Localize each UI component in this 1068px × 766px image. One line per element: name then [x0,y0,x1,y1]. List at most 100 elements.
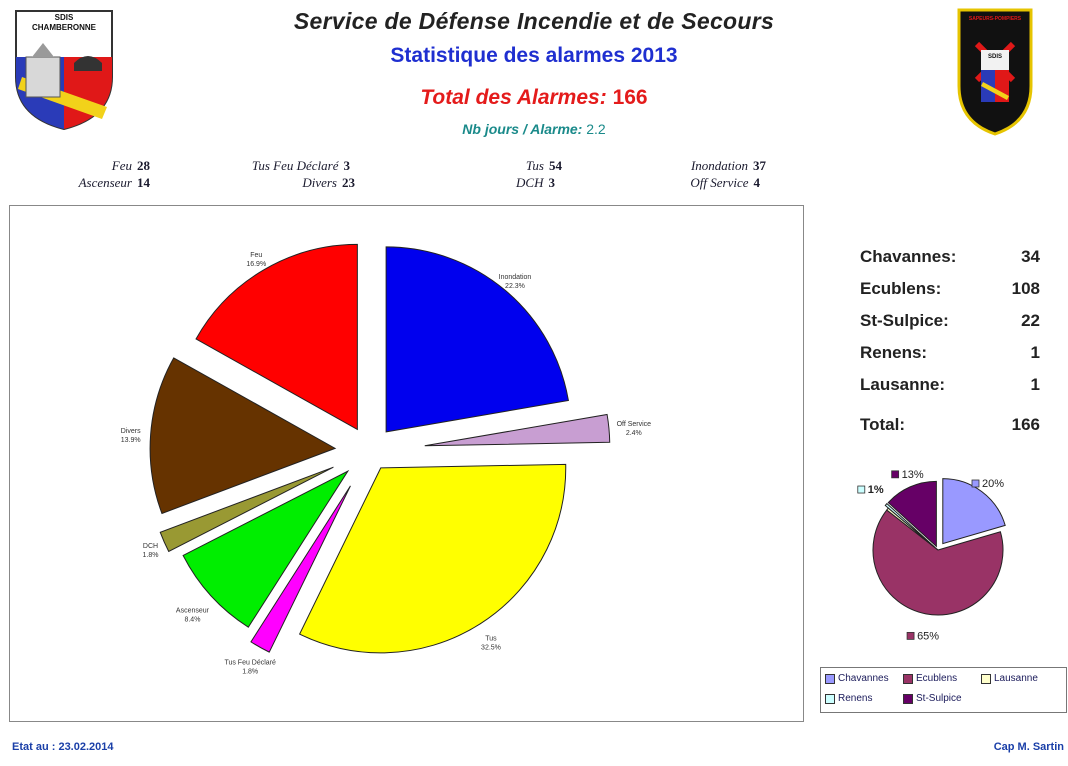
pie-slice-chavannes [942,478,1006,545]
town-count: 1 [1030,375,1040,394]
pie-label-swatch [891,470,900,479]
legend-swatch [903,673,913,684]
pie-label-name: DCH [143,543,158,550]
town-row: Ecublens: 108 [860,279,1040,311]
pie-slice-feu [195,243,358,431]
cat-dch: DCH 3 [460,175,555,191]
legend-swatch [825,693,835,704]
town-row: St-Sulpice: 22 [860,311,1040,343]
town-name: Chavannes: [860,247,957,266]
pie-slice-dch [159,466,334,553]
cat-name: Off Service [690,175,749,190]
town-name: Ecublens: [860,279,942,298]
cat-off-service: Off Service 4 [620,175,760,191]
pie-slice-renens [884,502,936,548]
cat-name: Ascenseur [78,175,132,190]
legend-item: Chavannes [825,673,889,684]
logo-right-text: SDIS [987,54,1002,60]
pie-slice-st-sulpice [887,480,937,548]
legend-label: Renens [838,693,873,704]
sdis-logo-left: SDIS CHAMBERONNE [12,7,116,131]
pie-label-percent: 1.8% [143,552,159,559]
page-title: Service de Défense Incendie et de Secour… [293,8,775,34]
town-row: Renens: 1 [860,343,1040,375]
page-subtitle: Statistique des alarmes 2013 [390,44,678,67]
cat-tus: Tus 54 [460,158,562,174]
town-count: 108 [1011,279,1040,298]
legend-label: Ecublens [916,673,958,684]
cat-tus-feu-declare: Tus Feu Déclaré 3 [175,158,350,174]
total-alarms-label: Total des Alarmes: [420,86,607,109]
pie-label-percent: 1.8% [242,669,258,676]
legend-item: Renens [825,693,872,704]
pie-label-percent: 1% [868,484,884,496]
legend-item: Lausanne [981,673,1038,684]
cat-name: Inondation [690,158,748,173]
pie-label-percent: 20% [982,478,1004,490]
pie-label-percent: 2.4% [626,430,642,437]
pie-label-percent: 65% [917,630,939,642]
logo-left-line1: SDIS [54,13,74,22]
pie-label-name: Off Service [617,421,652,428]
towns-table: Chavannes: 34 Ecublens: 108 St-Sulpice: 22 … [860,247,1040,447]
cat-value: 14 [137,175,150,190]
town-total-count: 166 [1011,415,1040,434]
towns-pie-legend: Chavannes Ecublens Lausanne Renens St-Su… [820,667,1067,713]
days-per-alarm-label: Nb jours / Alarme: [462,121,583,137]
legend-label: Chavannes [838,673,889,684]
town-total-label: Total: [860,415,906,434]
main-pie-chart-frame: Inondation 22.3% Off Service 2.4% Tus 32.5% Tu… [9,205,804,722]
pie-label-swatch [971,479,980,488]
cat-inondation: Inondation 37 [620,158,766,174]
pie-label-name: Tus [485,636,497,643]
cat-divers: Divers 23 [200,175,355,191]
footer-date: Etat au : 23.02.2014 [12,741,114,753]
pie-label-percent: 32.5% [481,645,501,652]
legend-label: Lausanne [994,673,1038,684]
legend-label: St-Sulpice [916,693,962,704]
footer-author: Cap M. Sartin [993,741,1064,753]
town-count: 22 [1021,311,1040,330]
towns-pie-chart: 20% 65% 1% 13% [857,469,1006,642]
pie-slice-ecublens [872,509,1004,616]
pie-label-percent: 8.4% [184,616,200,623]
legend-item: St-Sulpice [903,693,962,704]
days-per-alarm-value: 2.2 [586,121,606,137]
cat-feu: Feu 28 [60,158,150,174]
town-name: Lausanne: [860,375,946,394]
town-count: 34 [1021,247,1040,266]
town-row: Lausanne: 1 [860,375,1040,415]
pie-slice-inondation [385,246,570,433]
pie-label-name: Divers [121,428,141,435]
cat-ascenseur: Ascenseur 14 [40,175,150,191]
logo-left-line2: CHAMBERONNE [32,23,96,32]
cat-name: Tus [525,158,544,173]
sapeurs-pompiers-logo-right: SAPEURS-POMPIERS SDIS [955,4,1035,136]
town-row: Chavannes: 34 [860,247,1040,279]
cat-value: 28 [137,158,150,173]
cat-value: 3 [343,158,351,173]
pie-slice-ascenseur [182,469,350,628]
pie-label-swatch [906,631,915,640]
pie-label-name: Inondation [499,274,532,281]
pie-slice-divers [149,357,337,515]
pie-label-name: Feu [250,252,262,259]
pie-label-name: Ascenseur [176,607,210,614]
logo-right-banner: SAPEURS-POMPIERS [968,16,1022,22]
pie-slice-tus-feu-declare [250,485,351,653]
main-pie-chart: Inondation 22.3% Off Service 2.4% Tus 32.5% Tu… [121,243,652,676]
pie-slice-tus [298,463,567,654]
days-per-alarm: Nb jours / Alarme: 2.2 [0,121,1068,137]
town-name: Renens: [860,343,928,362]
cat-value: 54 [549,158,562,173]
pie-label-swatch [857,485,866,494]
pie-slice-off-service [424,413,611,447]
total-alarms: Total des Alarmes: 166 [0,86,1068,110]
pie-label-name: Tus Feu Déclaré [224,660,276,667]
pie-label-percent: 22.3% [505,283,525,290]
total-alarms-value: 166 [612,86,648,109]
legend-swatch [981,673,991,684]
cat-name: Tus Feu Déclaré [251,158,339,173]
cat-name: Feu [111,158,132,173]
legend-item: Ecublens [903,673,957,684]
